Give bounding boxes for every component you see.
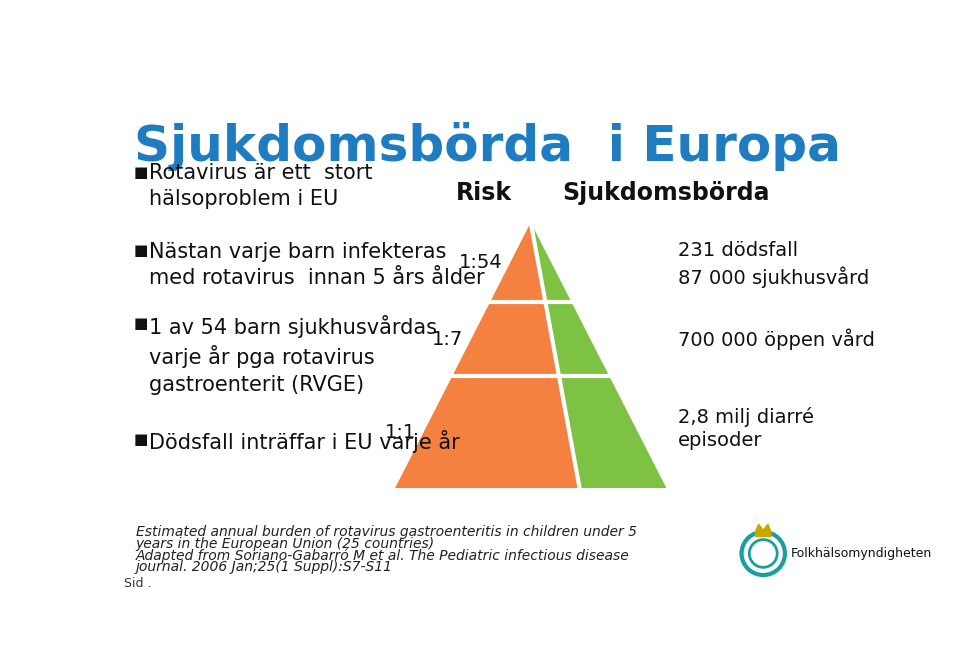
Text: Risk: Risk [456, 181, 513, 205]
Text: 87 000 sjukhusvård: 87 000 sjukhusvård [678, 267, 869, 288]
Text: journal. 2006 Jan;25(1 Suppl):S7-S11: journal. 2006 Jan;25(1 Suppl):S7-S11 [135, 559, 393, 573]
Text: Folkhälsomyndigheten: Folkhälsomyndigheten [790, 547, 931, 560]
Text: Rotavirus är ett  stort
hälsoproblem i EU: Rotavirus är ett stort hälsoproblem i EU [150, 163, 372, 210]
Text: 1 av 54 barn sjukhusvårdas
varje år pga rotavirus
gastroenterit (RVGE): 1 av 54 barn sjukhusvårdas varje år pga … [150, 315, 438, 395]
Polygon shape [545, 302, 610, 376]
Polygon shape [490, 222, 545, 302]
Text: 1:7: 1:7 [432, 330, 464, 349]
Text: 1:1: 1:1 [385, 423, 416, 442]
Text: 700 000 öppen vård: 700 000 öppen vård [678, 328, 875, 350]
Text: Sid .: Sid . [124, 577, 152, 589]
Polygon shape [452, 302, 559, 376]
Text: Adapted from Soriano-Gabarró M et al. The Pediatric infectious disease: Adapted from Soriano-Gabarró M et al. Th… [135, 548, 629, 563]
Text: ■: ■ [134, 432, 149, 447]
Text: 1:54: 1:54 [459, 252, 503, 272]
Text: ■: ■ [134, 243, 149, 258]
Text: Sjukdomsbörda: Sjukdomsbörda [563, 181, 770, 205]
Text: 231 dödsfall: 231 dödsfall [678, 241, 798, 260]
Polygon shape [531, 222, 571, 302]
Polygon shape [559, 376, 666, 488]
Text: Estimated annual burden of rotavirus gastroenteritis in children under 5: Estimated annual burden of rotavirus gas… [135, 525, 636, 539]
Text: ■: ■ [134, 316, 149, 331]
Text: Nästan varje barn infekteras
med rotavirus  innan 5 års ålder: Nästan varje barn infekteras med rotavir… [150, 242, 485, 288]
Text: ■: ■ [134, 165, 149, 180]
Polygon shape [756, 524, 771, 537]
Text: Dödsfall inträffar i EU varje år: Dödsfall inträffar i EU varje år [150, 430, 460, 454]
Text: Sjukdomsbörda  i Europa: Sjukdomsbörda i Europa [134, 123, 841, 171]
Text: 2,8 milj diarré
episoder: 2,8 milj diarré episoder [678, 407, 814, 450]
Polygon shape [396, 376, 580, 488]
Text: years in the European Union (25 countries): years in the European Union (25 countrie… [135, 537, 435, 551]
